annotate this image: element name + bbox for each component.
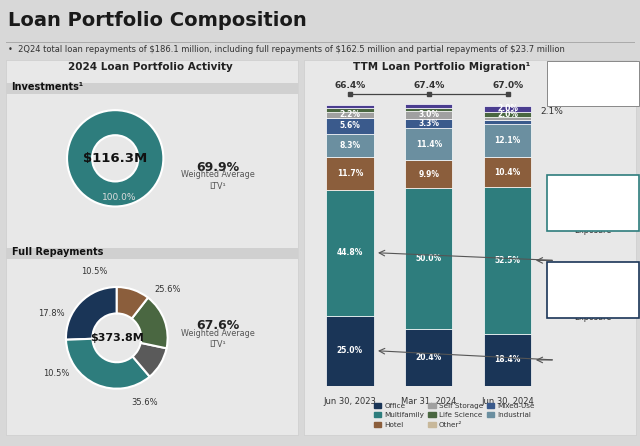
- Text: 12.1%: 12.1%: [495, 136, 521, 145]
- Text: 2.0%: 2.0%: [497, 104, 518, 113]
- Text: 44.8%: 44.8%: [337, 248, 363, 257]
- Text: Increase in
Multifamily
Exposure: Increase in Multifamily Exposure: [570, 202, 615, 235]
- Text: $373.8M: $373.8M: [90, 333, 143, 343]
- Text: 35.6%: 35.6%: [132, 397, 158, 407]
- Bar: [405, 160, 452, 188]
- Text: 69.9%: 69.9%: [196, 161, 239, 174]
- Text: 25.6%: 25.6%: [154, 285, 180, 293]
- Text: 26%: 26%: [571, 279, 614, 297]
- Bar: [484, 120, 531, 124]
- Text: 52.5%: 52.5%: [495, 256, 521, 265]
- Text: 3.0%: 3.0%: [419, 110, 439, 119]
- Text: Mar 31, 2024: Mar 31, 2024: [401, 397, 456, 406]
- Text: Weighted
Average
As-is LTV: Weighted Average As-is LTV: [575, 67, 611, 99]
- Text: 10.4%: 10.4%: [495, 168, 521, 177]
- Bar: [326, 118, 374, 134]
- Text: 50.0%: 50.0%: [416, 254, 442, 263]
- Text: 11.7%: 11.7%: [337, 169, 363, 178]
- Text: 2024 Loan Portfolio Activity: 2024 Loan Portfolio Activity: [68, 62, 233, 71]
- Bar: [405, 128, 452, 160]
- Text: 100.0%: 100.0%: [102, 193, 136, 202]
- Bar: [326, 105, 374, 108]
- Wedge shape: [66, 339, 150, 388]
- Text: 9.9%: 9.9%: [419, 169, 439, 179]
- Wedge shape: [66, 287, 117, 340]
- Bar: [326, 108, 374, 112]
- Bar: [405, 329, 452, 386]
- Text: 2.2%: 2.2%: [339, 110, 360, 119]
- Wedge shape: [132, 343, 166, 376]
- Text: 25.0%: 25.0%: [337, 346, 363, 355]
- Bar: [326, 157, 374, 190]
- Bar: [405, 104, 452, 108]
- Bar: [484, 117, 531, 120]
- Text: Full Repayments: Full Repayments: [12, 247, 103, 256]
- Text: 2.0%: 2.0%: [497, 110, 518, 119]
- Text: 11.4%: 11.4%: [415, 140, 442, 149]
- Legend: Office, Multifamily, Hotel, Self Storage, Life Science, Other², Mixed-Use, Indus: Office, Multifamily, Hotel, Self Storage…: [371, 400, 538, 431]
- Text: 10.5%: 10.5%: [81, 267, 108, 276]
- Text: 67.6%: 67.6%: [196, 319, 239, 332]
- Bar: [484, 187, 531, 334]
- Bar: [484, 157, 531, 187]
- Wedge shape: [117, 287, 148, 318]
- Text: Decrease in
Office
Exposure: Decrease in Office Exposure: [569, 289, 616, 322]
- Bar: [484, 112, 531, 117]
- Wedge shape: [132, 297, 168, 348]
- Bar: [405, 119, 452, 128]
- Text: Jun 30, 2024: Jun 30, 2024: [481, 397, 534, 406]
- Text: 17%: 17%: [571, 192, 614, 210]
- Text: 66.4%: 66.4%: [334, 81, 365, 90]
- Bar: [405, 108, 452, 111]
- Text: 17.8%: 17.8%: [38, 309, 64, 318]
- Bar: [326, 134, 374, 157]
- Bar: [484, 124, 531, 157]
- Text: 3.3%: 3.3%: [419, 119, 439, 128]
- Text: 2.1%: 2.1%: [540, 107, 563, 116]
- Text: $116.3M: $116.3M: [83, 152, 147, 165]
- Text: Weighted Average
LTV¹: Weighted Average LTV¹: [180, 329, 255, 349]
- Bar: [405, 111, 452, 119]
- Text: 20.4%: 20.4%: [415, 353, 442, 362]
- Text: 10.5%: 10.5%: [44, 369, 70, 378]
- Bar: [405, 188, 452, 329]
- Text: •  2Q24 total loan repayments of $186.1 million, including full repayments of $1: • 2Q24 total loan repayments of $186.1 m…: [8, 45, 564, 54]
- Text: 67.0%: 67.0%: [492, 81, 524, 90]
- Text: 67.4%: 67.4%: [413, 81, 445, 90]
- Bar: [326, 112, 374, 118]
- Text: 5.6%: 5.6%: [339, 121, 360, 130]
- Text: TTM Loan Portfolio Migration¹: TTM Loan Portfolio Migration¹: [353, 62, 530, 71]
- Bar: [484, 334, 531, 386]
- Bar: [326, 190, 374, 316]
- Text: Weighted Average
LTV¹: Weighted Average LTV¹: [180, 170, 255, 191]
- Bar: [484, 106, 531, 112]
- Wedge shape: [67, 110, 163, 206]
- Text: 18.4%: 18.4%: [495, 355, 521, 364]
- Text: 8.3%: 8.3%: [339, 141, 360, 150]
- Bar: [326, 316, 374, 386]
- Text: Investments¹: Investments¹: [12, 82, 84, 91]
- Text: Jun 30, 2023: Jun 30, 2023: [323, 397, 376, 406]
- Text: Loan Portfolio Composition: Loan Portfolio Composition: [8, 11, 307, 30]
